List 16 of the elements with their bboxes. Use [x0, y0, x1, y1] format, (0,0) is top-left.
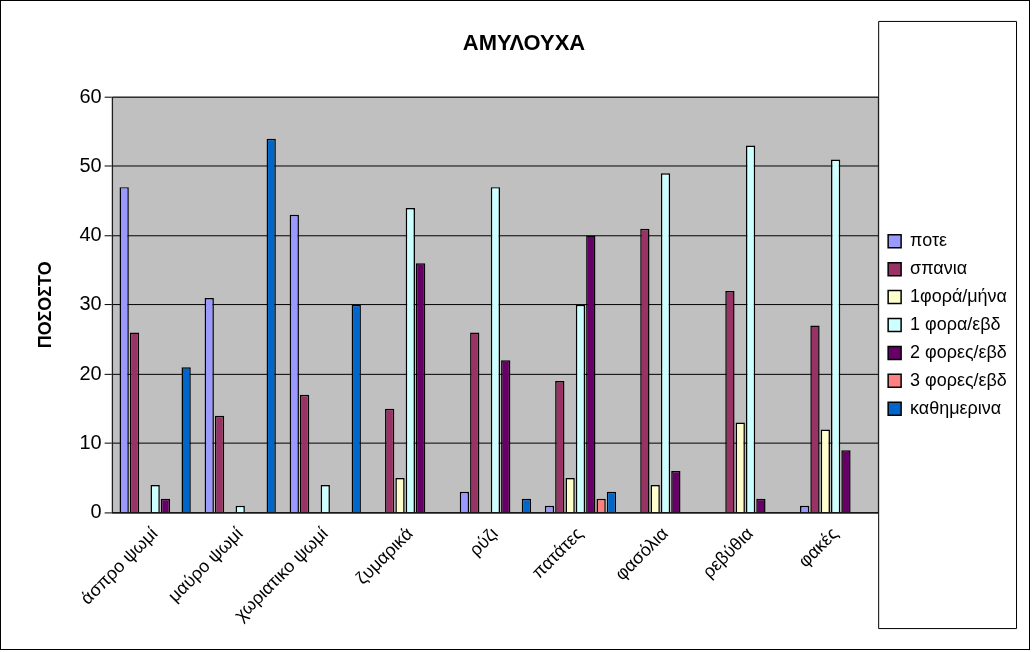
y-tick-label: 60	[79, 84, 102, 107]
legend-label: σπανια	[910, 258, 968, 279]
y-tick-label: 40	[79, 223, 102, 246]
y-tick-label: 30	[79, 292, 102, 315]
legend-label: 2 φορες/εβδ	[910, 341, 1007, 362]
y-tick-label: 10	[79, 430, 102, 453]
y-axis-title: ΠΟΣΟΣΤΟ	[34, 261, 55, 349]
legend-label: 3 φορες/εβδ	[910, 369, 1007, 390]
legend-label: 1φορά/μήνα	[910, 286, 1007, 307]
legend-label: 1 φορα/εβδ	[910, 313, 1001, 334]
legend-label: καθημερινα	[910, 397, 1002, 418]
y-tick-label: 0	[90, 500, 102, 523]
chart-title: ΑΜΥΛΟΥΧΑ	[462, 30, 586, 56]
y-tick-label: 50	[79, 153, 102, 176]
y-tick-label: 20	[79, 361, 102, 384]
legend-label: ποτε	[910, 230, 948, 251]
